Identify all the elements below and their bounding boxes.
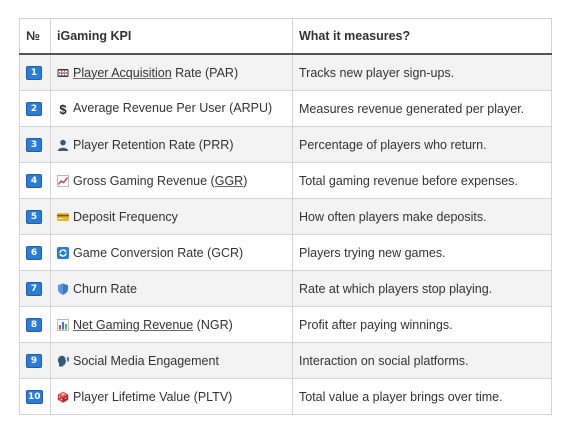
measures-cell: Rate at which players stop playing. [292,270,552,307]
kpi-cell: Gross Gaming Revenue (GGR) [50,162,293,199]
user-icon [57,139,69,151]
kpi-label: Rate (PAR) [171,65,239,80]
credit-card-icon [57,211,69,223]
number-badge: 5 [26,209,42,224]
row-number-cell: 4 [19,162,51,199]
kpi-cell: Churn Rate [50,270,293,307]
row-number-cell: 7 [19,270,51,307]
header-number: № [19,18,51,55]
number-badge: 10 [26,389,43,404]
row-number-cell: 9 [19,342,51,379]
table-row: 3 Player Retention Rate (PRR) Percentage… [19,126,552,163]
number-badge: 1 [26,65,42,80]
kpi-label-suffix: ) [243,173,248,188]
row-number-cell: 6 [19,234,51,271]
measures-cell: Total value a player brings over time. [292,378,552,415]
measures-cell: Tracks new player sign-ups. [292,53,552,91]
kpi-label: Churn Rate [73,281,137,296]
number-badge: 4 [26,173,42,188]
table-row: 8 Net Gaming Revenue (NGR) Profit after … [19,306,552,343]
dollar-icon: $ [59,102,67,117]
number-badge: 9 [26,353,42,368]
table-row: 1 Player Acquisition Rate (PAR [19,53,552,91]
net-gaming-revenue-link[interactable]: Net Gaming Revenue [73,317,194,332]
kpi-label: Average Revenue Per User (ARPU) [73,101,273,115]
kpi-label: Deposit Frequency [73,209,178,224]
die-icon [57,391,69,403]
kpi-cell: Game Conversion Rate (GCR) [50,234,293,271]
measures-cell: Profit after paying winnings. [292,306,552,343]
table-row: 9 Social Media Engagement Interaction on… [19,342,552,379]
speaking-head-icon [57,355,69,367]
kpi-label: (NGR) [193,317,233,332]
measures-cell: How often players make deposits. [292,198,552,235]
kpi-table-container: № iGaming KPI What it measures? 1 [19,18,552,415]
row-number-cell: 10 [19,378,51,415]
table-row: 6 Game Conversion Rate (GCR) Players try… [19,234,552,271]
header-measures: What it measures? [292,18,552,55]
row-number-cell: 8 [19,306,51,343]
shield-icon [57,283,69,295]
kpi-cell: Player Acquisition Rate (PAR) [50,53,293,91]
kpi-label: Game Conversion Rate (GCR) [73,245,244,260]
row-number-cell: 2 [19,90,51,127]
table-row: 7 Churn Rate Rate at which players stop … [19,270,552,307]
number-badge: 2 [26,101,42,116]
kpi-label: Social Media Engagement [73,353,219,368]
trend-chart-icon [57,174,69,187]
table-row: 4 Gross Gaming Revenue (GGR) Total gamin… [19,162,552,199]
number-badge: 7 [26,281,42,296]
measures-cell: Percentage of players who return. [292,126,552,163]
table-row: 5 Deposit Frequency How often players ma… [19,198,552,235]
kpi-table: № iGaming KPI What it measures? 1 [19,18,552,415]
number-badge: 8 [26,317,42,332]
player-acquisition-link[interactable]: Player Acquisition [73,65,172,80]
row-number-cell: 3 [19,126,51,163]
kpi-cell: Net Gaming Revenue (NGR) [50,306,293,343]
kpi-cell: Social Media Engagement [50,342,293,379]
ggr-link[interactable]: GGR [214,173,244,188]
measures-cell: Players trying new games. [292,234,552,271]
table-header-row: № iGaming KPI What it measures? [19,18,552,55]
slot-machine-icon [57,67,69,79]
bar-chart-icon [57,318,69,331]
kpi-label: Gross Gaming Revenue ( [73,173,215,188]
kpi-label: Player Retention Rate (PRR) [73,137,234,152]
measures-cell: Total gaming revenue before expenses. [292,162,552,199]
cycle-arrows-icon [57,246,69,259]
table-row: 2 $ Average Revenue Per User (ARPU) Measu… [19,90,552,127]
kpi-cell: $ Average Revenue Per User (ARPU) [50,90,293,127]
row-number-cell: 1 [19,53,51,91]
kpi-label: Player Lifetime Value (PLTV) [73,389,233,404]
number-badge: 3 [26,137,42,152]
measures-cell: Measures revenue generated per player. [292,90,552,127]
row-number-cell: 5 [19,198,51,235]
header-kpi: iGaming KPI [50,18,293,55]
kpi-cell: Player Lifetime Value (PLTV) [50,378,293,415]
table-row: 10 Player Lifetime Value (PLTV [19,378,552,415]
kpi-cell: Deposit Frequency [50,198,293,235]
number-badge: 6 [26,245,42,260]
kpi-cell: Player Retention Rate (PRR) [50,126,293,163]
measures-cell: Interaction on social platforms. [292,342,552,379]
